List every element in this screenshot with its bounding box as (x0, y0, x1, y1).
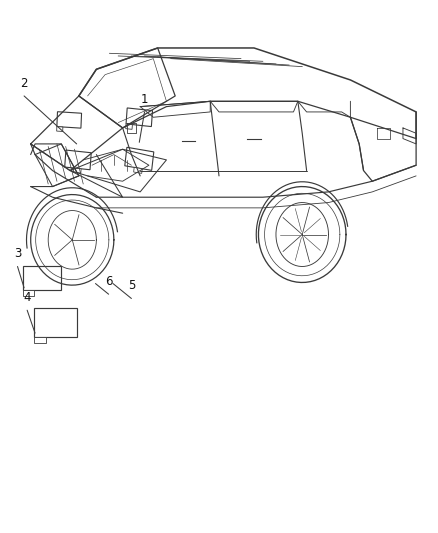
Text: 5: 5 (128, 279, 135, 292)
Polygon shape (134, 167, 142, 173)
Text: 1: 1 (141, 93, 148, 106)
Polygon shape (126, 124, 132, 130)
Bar (23, 290, 34, 296)
Polygon shape (73, 168, 81, 173)
Text: 3: 3 (14, 247, 21, 260)
Bar (23, 266, 61, 290)
Polygon shape (57, 112, 81, 128)
Text: 2: 2 (20, 77, 28, 90)
Text: 4: 4 (23, 291, 31, 304)
Text: 6: 6 (105, 275, 113, 288)
Polygon shape (126, 108, 152, 126)
Bar (34, 308, 77, 337)
Polygon shape (57, 127, 63, 132)
Polygon shape (125, 147, 154, 171)
Bar (34, 337, 46, 343)
Polygon shape (65, 150, 91, 169)
